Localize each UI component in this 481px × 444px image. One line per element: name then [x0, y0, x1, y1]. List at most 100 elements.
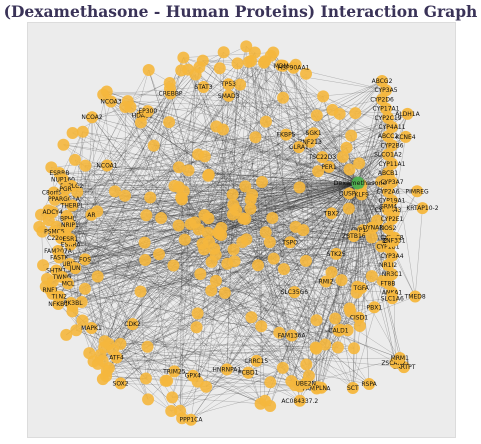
node-label: SLC35G6: [281, 289, 309, 296]
graph-node: KCNE4: [396, 130, 416, 143]
node-marker: [293, 394, 306, 407]
edge: [97, 363, 317, 389]
edge: [148, 69, 203, 244]
graph-node: ZNF331: [382, 234, 406, 247]
node-marker: [355, 282, 368, 295]
edge: [105, 60, 204, 377]
edge: [211, 290, 322, 388]
edge: [257, 265, 266, 401]
node-marker: [376, 93, 388, 106]
graph-node: [134, 285, 147, 298]
edge: [82, 131, 259, 266]
node-marker: [299, 377, 312, 390]
graph-node: GRM4: [379, 200, 397, 213]
graph-node: CISD1: [350, 311, 368, 324]
node-label: CYP2D6: [370, 96, 394, 103]
graph-node: [60, 328, 73, 341]
node-label: CYP3A7: [380, 179, 403, 186]
edge: [48, 97, 284, 211]
node-marker: [85, 208, 98, 221]
edge: [183, 182, 359, 192]
node-label: C22orf32: [47, 235, 75, 242]
graph-node: NR3C1: [382, 268, 402, 281]
edge: [181, 182, 359, 198]
edge: [262, 181, 359, 184]
graph-node: [192, 148, 205, 161]
edge: [265, 182, 359, 233]
graph-node: PPP1CA: [179, 413, 203, 426]
edge: [60, 145, 154, 239]
edge: [226, 108, 387, 370]
edge: [172, 397, 261, 404]
edge: [166, 80, 383, 381]
node-label: CISD1: [350, 315, 368, 322]
node-label: SHTN1: [46, 268, 66, 275]
node-label: PPP1CA: [179, 417, 203, 424]
graph-node: [75, 296, 88, 309]
edge: [42, 181, 263, 266]
edge: [97, 276, 105, 342]
edge: [58, 237, 372, 305]
edge: [215, 113, 356, 282]
node-label: SGK1: [306, 130, 322, 137]
edge: [203, 86, 392, 242]
node-label: ZSCAN21: [381, 360, 410, 367]
edge: [260, 182, 263, 404]
edge: [236, 209, 372, 228]
edge: [66, 232, 208, 336]
edge: [59, 208, 251, 258]
edge: [52, 80, 383, 282]
edge: [173, 265, 292, 336]
edge: [72, 227, 373, 312]
node-marker: [57, 173, 70, 186]
node-label: SOX2: [113, 380, 129, 387]
graph-node: [344, 305, 357, 318]
edge: [114, 69, 149, 192]
graph-node: [108, 185, 121, 198]
edge: [305, 264, 389, 384]
edge: [72, 311, 261, 404]
edge: [179, 156, 323, 411]
edge: [85, 165, 359, 184]
edge: [100, 354, 318, 388]
edge: [250, 199, 293, 336]
edge: [214, 136, 406, 249]
edge: [322, 157, 348, 331]
graph-node: ABCB1: [378, 167, 398, 179]
node-label: UPK3BL: [59, 300, 83, 307]
edge: [91, 61, 250, 329]
edge: [251, 242, 291, 318]
edge: [72, 235, 354, 307]
edge: [250, 208, 296, 386]
edge: [65, 115, 317, 190]
edge: [74, 159, 141, 292]
edge: [104, 134, 287, 342]
node-marker: [409, 290, 422, 303]
graph-node: [182, 164, 195, 177]
graph-node: ADCY4: [42, 206, 63, 218]
graph-node: [249, 131, 262, 144]
edge: [70, 182, 359, 245]
edge: [325, 182, 359, 282]
node-marker: [411, 185, 424, 198]
graph-node: [91, 270, 104, 283]
node-label: JUN: [69, 265, 81, 272]
graph-node: C8orf59: [42, 186, 66, 199]
graph-node: CYP3A7: [380, 176, 404, 189]
edge: [84, 288, 168, 381]
node-label: CYP1B1: [376, 244, 399, 251]
graph-node: [273, 326, 286, 339]
edge: [58, 186, 246, 305]
graph-node: TGFA: [353, 282, 370, 295]
edge: [69, 224, 266, 401]
edge: [76, 330, 370, 385]
edge: [265, 99, 383, 122]
node-label: ADCY4: [42, 209, 62, 216]
edge: [194, 194, 362, 223]
edge: [215, 254, 261, 404]
graph-node: THERPL: [60, 199, 84, 212]
graph-node: [310, 314, 323, 327]
graph-node: [66, 126, 79, 139]
graph-node: [227, 243, 240, 256]
edge: [294, 283, 389, 293]
